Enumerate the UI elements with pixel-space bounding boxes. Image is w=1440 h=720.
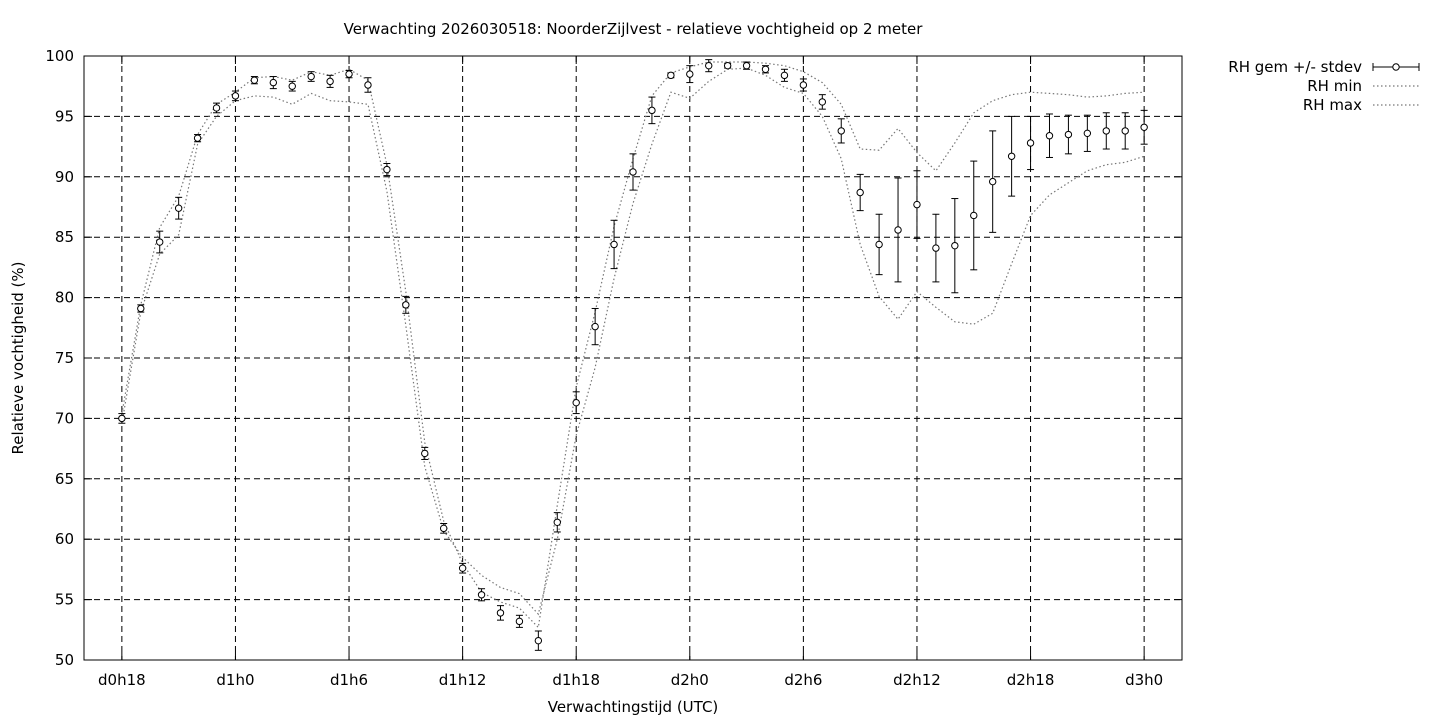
data-point (894, 226, 902, 234)
data-point (667, 71, 675, 80)
data-point (439, 524, 448, 533)
data-point (837, 127, 845, 135)
data-point (212, 104, 221, 112)
y-tick-label: 55 (55, 591, 74, 609)
data-point (648, 106, 656, 115)
data-point (458, 564, 467, 572)
data-point (1102, 127, 1110, 135)
data-point (383, 165, 391, 174)
data-point (591, 322, 599, 331)
data-point (1140, 123, 1148, 131)
data-point (421, 449, 429, 458)
data-point (156, 238, 164, 246)
data-point (307, 72, 315, 81)
x-tick-label: d1h18 (552, 671, 600, 689)
series-line-rh-min (121, 67, 1145, 616)
y-tick-label: 100 (45, 47, 74, 65)
y-tick-label: 50 (55, 651, 74, 669)
data-point (799, 81, 808, 89)
data-point (629, 168, 637, 176)
data-point (1121, 127, 1129, 135)
x-tick-label: d2h0 (671, 671, 709, 689)
x-tick-label: d1h12 (439, 671, 487, 689)
data-point (477, 591, 486, 599)
data-point (402, 301, 410, 309)
data-point (1026, 139, 1035, 147)
data-point (515, 617, 524, 626)
x-tick-label: d1h6 (330, 671, 368, 689)
data-point (856, 188, 864, 197)
chart-title: Verwachting 2026030518: NoorderZijlvest … (344, 20, 924, 38)
data-point (780, 71, 789, 80)
data-point (1045, 132, 1054, 140)
data-point (174, 204, 183, 212)
y-tick-label: 70 (55, 409, 74, 427)
x-axis-label: Verwachtingstijd (UTC) (548, 698, 719, 716)
x-tick-label: d3h0 (1125, 671, 1163, 689)
data-point (951, 241, 959, 250)
x-tick-label: d1h0 (216, 671, 254, 689)
data-point (250, 76, 259, 84)
data-point (326, 77, 334, 86)
x-tick-label: d2h6 (784, 671, 822, 689)
y-tick-label: 90 (55, 168, 74, 186)
data-point (705, 61, 713, 70)
data-point (875, 240, 883, 249)
data-point (572, 398, 580, 407)
data-point (364, 81, 372, 89)
y-tick-label: 65 (55, 470, 74, 488)
x-tick-label: d2h12 (893, 671, 941, 689)
legend-swatch-point (1392, 63, 1400, 71)
data-point (761, 65, 770, 73)
data-point (610, 240, 618, 249)
y-tick-label: 75 (55, 349, 74, 367)
data-point (193, 134, 202, 142)
data-point (534, 636, 543, 645)
data-point (1064, 130, 1073, 139)
data-point (1083, 129, 1092, 138)
data-point (1007, 152, 1016, 160)
legend-label: RH max (1303, 96, 1362, 114)
series-line-rh-max (121, 61, 1145, 629)
grid-lines (84, 56, 1182, 660)
data-point (970, 211, 978, 220)
data-point (231, 92, 240, 100)
data-point (723, 61, 732, 70)
y-axis-label: Relatieve vochtigheid (%) (9, 261, 27, 454)
x-tick-label: d0h18 (98, 671, 146, 689)
data-point (818, 98, 827, 106)
data-point (496, 609, 505, 617)
y-tick-label: 85 (55, 228, 74, 246)
series-layer (118, 59, 1148, 651)
axis-ticks: 50 55 60 65 70 75 80 85 90 95 100 d0h18 d1h0 d1h6 d1h1… (45, 47, 1182, 689)
legend-label: RH gem +/- stdev (1228, 58, 1362, 76)
data-point (269, 78, 278, 87)
legend-label: RH min (1307, 77, 1362, 95)
y-tick-label: 80 (55, 289, 74, 307)
data-point (742, 61, 751, 70)
y-tick-label: 95 (55, 107, 74, 125)
data-point (118, 414, 126, 423)
data-point (137, 304, 145, 313)
x-tick-label: d2h18 (1007, 671, 1055, 689)
data-point (988, 177, 997, 186)
data-point (345, 70, 353, 78)
data-point (288, 82, 296, 90)
y-tick-label: 60 (55, 530, 74, 548)
data-point (932, 244, 940, 252)
data-point (553, 518, 561, 526)
data-point (913, 200, 921, 209)
data-point (686, 70, 694, 78)
